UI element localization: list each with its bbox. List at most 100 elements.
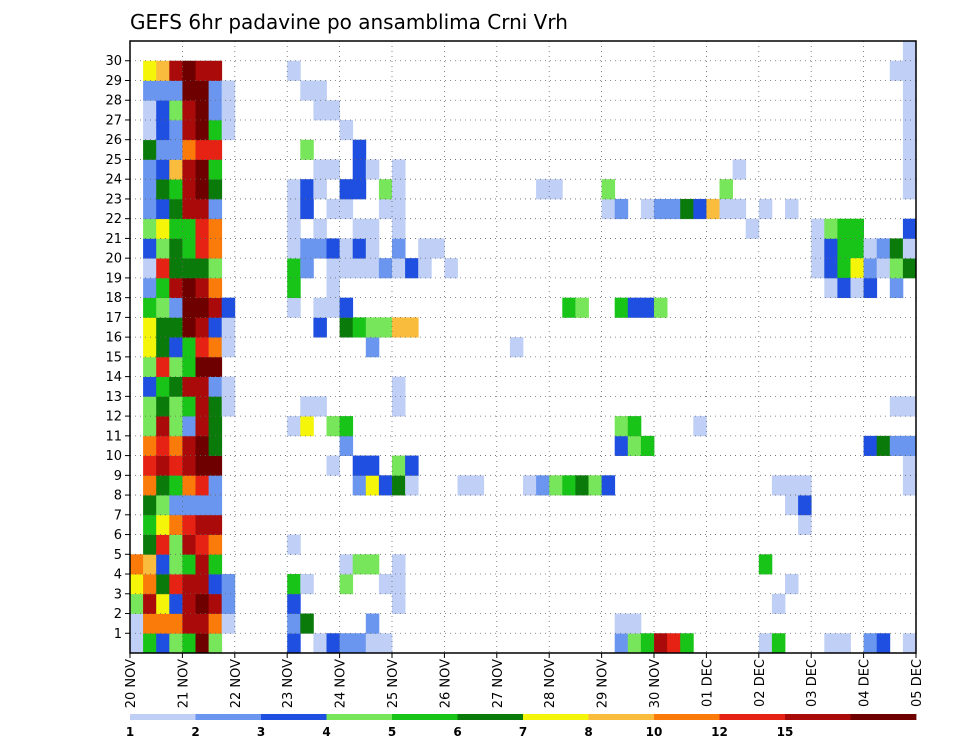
- heatmap-cell: [339, 633, 354, 654]
- heatmap-cell: [627, 416, 642, 437]
- heatmap-cell: [221, 613, 236, 634]
- heatmap-cell: [392, 218, 406, 239]
- heatmap-cell: [169, 317, 183, 338]
- heatmap-cell: [549, 179, 563, 200]
- heatmap-cell: [824, 258, 838, 279]
- x-axis-ticks: 20 NOV 21 NOV 22 NOV 23 NOV 24 NOV 25 NOV 26 N…: [124, 653, 925, 708]
- heatmap-cell: [627, 633, 642, 654]
- y-tick-label: 25: [105, 153, 122, 168]
- y-tick-label: 6: [114, 528, 122, 543]
- heatmap-cell: [208, 297, 223, 318]
- heatmap-cell: [365, 238, 380, 259]
- heatmap-cell: [182, 514, 196, 535]
- heatmap-cell: [837, 633, 851, 654]
- x-tick-label: 26 NOV: [438, 659, 453, 708]
- y-tick-label: 24: [105, 173, 122, 188]
- heatmap-cell: [902, 435, 917, 456]
- heatmap-cell: [824, 238, 838, 259]
- heatmap-cell: [326, 297, 340, 318]
- heatmap-cell: [195, 633, 209, 654]
- heatmap-cell: [169, 159, 183, 180]
- heatmap-cell: [143, 258, 157, 279]
- heatmap-cell: [902, 455, 917, 476]
- heatmap-cell: [837, 258, 851, 279]
- heatmap-cell: [182, 119, 196, 141]
- heatmap-cell: [405, 317, 419, 338]
- colorbar-label: 10: [646, 725, 663, 739]
- heatmap-cell: [287, 613, 301, 634]
- heatmap-cell: [143, 198, 157, 220]
- heatmap-cell: [169, 455, 183, 476]
- heatmap-cell: [902, 396, 917, 417]
- heatmap-cell: [182, 198, 196, 220]
- heatmap-cell: [221, 100, 236, 121]
- colorbar-swatch: [850, 714, 917, 720]
- heatmap-cell: [143, 376, 157, 397]
- heatmap-cell: [169, 60, 183, 81]
- y-tick-label: 5: [114, 548, 122, 563]
- colorbar-swatch: [785, 714, 851, 720]
- heatmap-cell: [182, 495, 196, 516]
- heatmap-cell: [156, 416, 170, 437]
- heatmap-cell: [352, 139, 367, 160]
- heatmap-cell: [326, 277, 340, 299]
- heatmap-cell: [182, 159, 196, 180]
- heatmap-cell: [287, 179, 301, 200]
- y-tick-label: 20: [105, 252, 122, 267]
- heatmap-cell: [313, 100, 327, 121]
- heatmap-cell: [352, 159, 367, 180]
- heatmap-cell: [195, 198, 209, 220]
- heatmap-cell: [693, 198, 707, 220]
- heatmap-cell: [156, 435, 170, 456]
- heatmap-cell: [300, 139, 314, 160]
- heatmap-cell: [457, 475, 471, 496]
- heatmap-cell: [640, 198, 655, 220]
- heatmap-cell: [300, 613, 314, 634]
- heatmap-cell: [640, 435, 655, 456]
- heatmap-cell: [365, 475, 380, 496]
- heatmap-cell: [143, 633, 157, 654]
- heatmap-cell: [798, 475, 812, 496]
- heatmap-cell: [392, 376, 406, 397]
- heatmap-cell: [208, 495, 223, 516]
- heatmap-cell: [208, 100, 223, 121]
- heatmap-cell: [169, 396, 183, 417]
- heatmap-cell: [143, 396, 157, 417]
- heatmap-cell: [601, 179, 616, 200]
- heatmap-cell: [143, 317, 157, 338]
- heatmap-cell: [169, 238, 183, 259]
- colorbar-label: 12: [711, 725, 728, 739]
- heatmap-cell: [156, 258, 170, 279]
- heatmap-cell: [745, 218, 760, 239]
- x-tick-label: 27 NOV: [491, 659, 506, 708]
- colorbar-swatch: [457, 714, 524, 720]
- x-tick-label: 24 NOV: [334, 659, 349, 708]
- heatmap-cell: [195, 80, 209, 101]
- heatmap-cell: [221, 593, 236, 614]
- heatmap-cell: [300, 258, 314, 279]
- heatmap-cell: [405, 258, 419, 279]
- heatmap-cell: [195, 60, 209, 81]
- heatmap-cell: [156, 514, 170, 535]
- x-tick-label: 28 NOV: [543, 659, 558, 708]
- heatmap-cell: [208, 277, 223, 299]
- heatmap-cell: [902, 179, 917, 200]
- heatmap-cell: [195, 495, 209, 516]
- heatmap-cell: [208, 258, 223, 279]
- heatmap-cell: [169, 198, 183, 220]
- heatmap-cell: [614, 435, 629, 456]
- heatmap-cell: [182, 455, 196, 476]
- heatmap-cell: [143, 514, 157, 535]
- heatmap-cell: [143, 179, 157, 200]
- heatmap-cell: [863, 258, 878, 279]
- heatmap-cell: [313, 238, 327, 259]
- heatmap-cell: [143, 218, 157, 239]
- heatmap-cell: [365, 159, 380, 180]
- heatmap-cell: [326, 238, 340, 259]
- heatmap-cell: [562, 475, 576, 496]
- heatmap-cell: [352, 317, 367, 338]
- heatmap-cell: [169, 218, 183, 239]
- heatmap-cell: [156, 238, 170, 259]
- heatmap-cell: [195, 100, 209, 121]
